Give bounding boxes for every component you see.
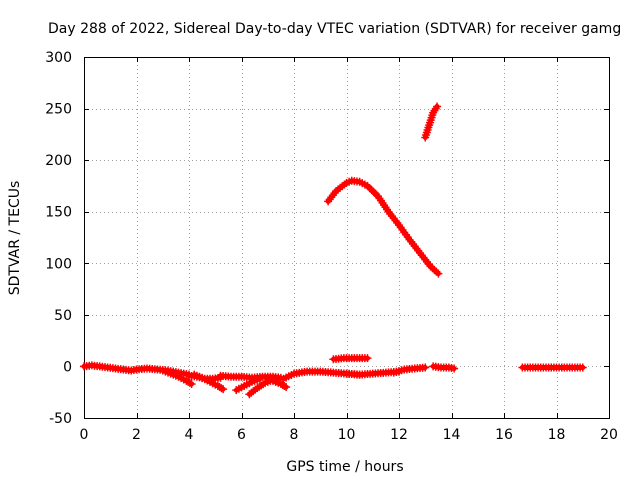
data-point [421,363,430,372]
y-tick-label: 150 [45,205,72,221]
tick-layer: 0 2 4 6 8 10 12 14 16 18 20 -50 0 50 100 150 200 250 300 [45,50,618,443]
y-tick-label: 0 [63,359,72,375]
y-tick-label: 200 [45,153,72,169]
data-point [255,374,264,383]
data-point [185,378,194,387]
data-point [217,384,226,393]
data-point [280,382,289,391]
data-point [578,363,587,372]
x-tick-label: 14 [443,427,461,443]
series-arc-dip-6 [232,374,264,395]
series-arc-near-zero-0-to-2 [80,361,141,375]
series-steep-segment-13 [421,102,442,142]
series-segment-13-to-14 [429,362,459,373]
y-tick-label: 50 [54,308,72,324]
x-tick-label: 16 [495,427,513,443]
data-point [450,364,459,373]
series-arc-dip-4-to-5 [190,370,228,394]
x-axis-label: GPS time / hours [286,459,403,475]
series-high-arc-9-to-14 [324,176,443,278]
series-layer [80,102,587,399]
x-tick-label: 12 [390,427,408,443]
data-point [433,102,442,111]
series-short-segment-9-to-11 [329,354,372,364]
series-arc-dip-3-to-4 [158,366,196,388]
y-tick-label: -50 [49,411,72,427]
y-tick-label: 300 [45,50,72,66]
grid-layer [84,57,609,418]
data-point [219,385,228,394]
data-point [363,354,372,363]
x-tick-label: 8 [290,427,299,443]
series-arc-12-to-13 [389,363,430,377]
x-tick-label: 18 [548,427,566,443]
x-tick-label: 20 [600,427,618,443]
x-tick-label: 10 [338,427,356,443]
chart-title: Day 288 of 2022, Sidereal Day-to-day VTE… [48,21,621,37]
series-segment-16-to-19 [518,363,587,372]
y-tick-label: 100 [45,256,72,272]
x-tick-label: 2 [132,427,141,443]
x-tick-label: 4 [185,427,194,443]
x-tick-label: 0 [80,427,89,443]
x-tick-label: 6 [237,427,246,443]
y-axis-label: SDTVAR / TECUs [7,181,23,296]
series-arc-dip-7 [263,374,291,392]
data-point [434,269,443,278]
data-point [282,383,291,392]
y-tick-label: 250 [45,102,72,118]
data-point [187,379,196,388]
